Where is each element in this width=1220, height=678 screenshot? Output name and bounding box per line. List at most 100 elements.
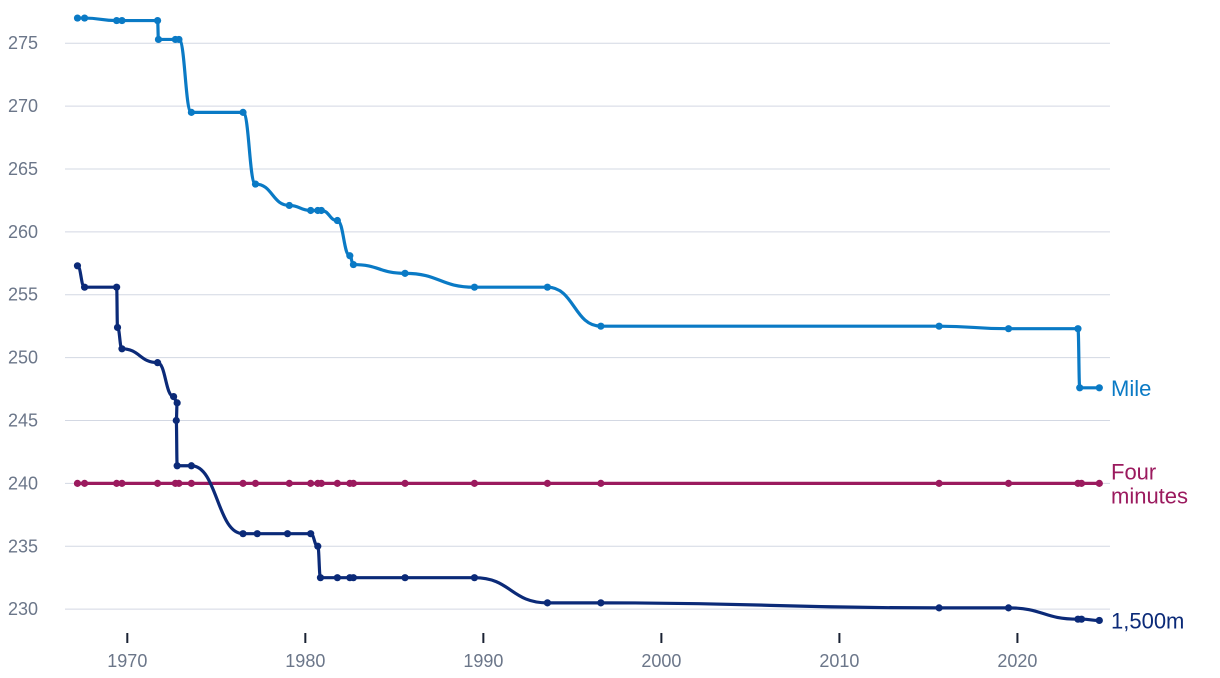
- data-point-mile: [285, 201, 293, 210]
- data-point-four-minutes: [73, 479, 82, 487]
- data-point-mile: [154, 35, 163, 44]
- data-point-mile: [73, 14, 82, 22]
- data-point-four-minutes: [317, 479, 325, 487]
- data-point-four-minutes: [349, 479, 357, 487]
- series-label-line: Four: [1111, 459, 1156, 484]
- y-tick-label: 240: [8, 473, 38, 493]
- data-point-four-minutes: [1077, 479, 1086, 487]
- data-point-four-minutes: [285, 479, 293, 487]
- y-tick-label: 230: [8, 599, 38, 619]
- data-point-1-500m: [597, 599, 605, 607]
- data-point-1-500m: [316, 574, 325, 582]
- data-point-mile: [1004, 325, 1013, 333]
- data-point-mile: [251, 180, 260, 188]
- data-point-1-500m: [113, 283, 121, 291]
- data-point-four-minutes: [470, 479, 479, 487]
- data-point-mile: [333, 216, 341, 225]
- data-point-1-500m: [253, 530, 261, 538]
- data-point-1-500m: [187, 462, 195, 470]
- data-point-mile: [317, 206, 325, 215]
- data-point-mile: [401, 269, 409, 277]
- x-tick-label: 2010: [819, 651, 859, 671]
- y-tick-label: 260: [8, 222, 38, 242]
- y-tick-label: 250: [8, 348, 38, 368]
- data-point-1-500m: [307, 530, 315, 538]
- data-point-mile: [187, 108, 195, 116]
- data-point-1-500m: [153, 359, 162, 367]
- data-point-mile: [118, 16, 126, 25]
- series-label-1-500m: 1,500m: [1111, 608, 1184, 633]
- data-point-1-500m: [118, 345, 126, 353]
- series-label-mile: Mile: [1111, 376, 1151, 401]
- data-point-mile: [346, 252, 354, 260]
- data-point-1-500m: [401, 574, 409, 582]
- data-point-1-500m: [80, 283, 89, 291]
- data-point-four-minutes: [251, 479, 260, 487]
- data-point-1-500m: [239, 530, 247, 538]
- data-point-mile: [1074, 325, 1082, 333]
- data-point-mile: [597, 322, 605, 330]
- data-point-four-minutes: [333, 479, 341, 487]
- series-points: [73, 14, 1103, 625]
- series-label-four-minutes: Four minutes: [1111, 459, 1188, 508]
- data-point-mile: [935, 322, 943, 330]
- data-point-four-minutes: [80, 479, 89, 487]
- data-point-four-minutes: [1004, 479, 1013, 487]
- data-point-four-minutes: [153, 479, 162, 487]
- data-point-four-minutes: [175, 479, 183, 487]
- data-point-1-500m: [172, 416, 180, 425]
- data-point-1-500m: [1095, 616, 1103, 625]
- series-label-line: 1,500m: [1111, 608, 1184, 633]
- data-point-1-500m: [935, 604, 943, 612]
- data-point-four-minutes: [113, 479, 121, 487]
- data-point-mile: [239, 108, 247, 116]
- data-point-1-500m: [543, 599, 552, 607]
- data-point-mile: [1076, 384, 1084, 392]
- series-label-line: Mile: [1111, 376, 1151, 401]
- series-line-mile: [75, 16, 1101, 390]
- y-tick-label: 270: [8, 96, 38, 116]
- data-point-four-minutes: [543, 479, 552, 487]
- data-point-1-500m: [470, 574, 479, 582]
- y-axis: 230 235 240 245 250 255 260 265 270 275: [8, 33, 38, 619]
- y-tick-label: 245: [8, 410, 38, 430]
- data-point-1-500m: [173, 399, 181, 407]
- data-point-mile: [470, 283, 479, 291]
- data-point-four-minutes: [1095, 479, 1103, 487]
- data-point-mile: [175, 35, 183, 44]
- x-tick-label: 2020: [997, 651, 1037, 671]
- data-point-four-minutes: [401, 479, 409, 487]
- series-labels: Mile Four minutes 1,500m: [1111, 376, 1188, 634]
- x-tick-label: 1970: [107, 651, 147, 671]
- data-point-1-500m: [113, 323, 122, 332]
- data-point-1-500m: [169, 393, 178, 401]
- x-axis: 1970 1980 1990 2000 2010 2020: [107, 633, 1037, 671]
- data-point-1-500m: [333, 574, 341, 582]
- data-point-four-minutes: [935, 479, 943, 487]
- data-point-mile: [543, 283, 552, 291]
- data-point-1-500m: [73, 262, 82, 270]
- data-point-mile: [349, 260, 357, 269]
- data-point-four-minutes: [118, 479, 126, 487]
- data-point-1-500m: [283, 530, 292, 538]
- data-point-1-500m: [349, 574, 357, 582]
- data-point-mile: [153, 16, 162, 25]
- x-tick-label: 2000: [641, 651, 681, 671]
- series-lines: [75, 16, 1101, 623]
- y-tick-label: 275: [8, 33, 38, 53]
- series-line-1-500m: [75, 264, 1101, 623]
- data-point-mile: [80, 14, 89, 22]
- data-point-mile: [307, 206, 315, 215]
- data-point-1-500m: [173, 462, 181, 470]
- data-point-mile: [113, 16, 121, 25]
- y-tick-label: 255: [8, 285, 38, 305]
- x-tick-label: 1980: [285, 651, 325, 671]
- x-tick-label: 1990: [463, 651, 503, 671]
- data-point-four-minutes: [597, 479, 605, 487]
- data-point-1-500m: [1077, 615, 1086, 623]
- data-point-1-500m: [314, 542, 322, 550]
- data-point-four-minutes: [187, 479, 195, 487]
- series-label-line: minutes: [1111, 483, 1188, 508]
- data-point-1-500m: [1004, 604, 1013, 612]
